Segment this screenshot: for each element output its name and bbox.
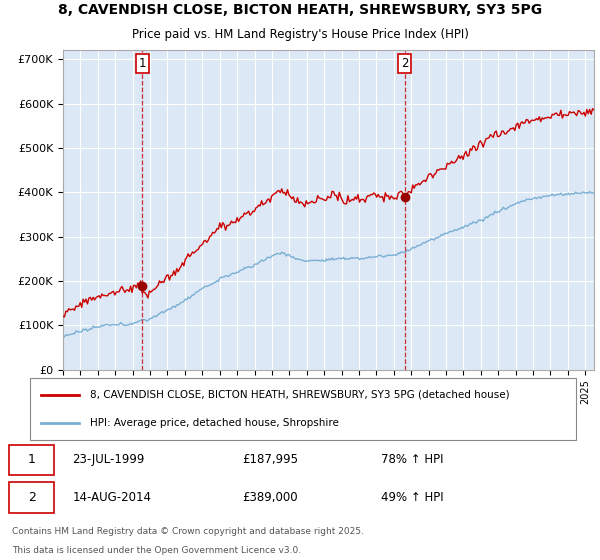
FancyBboxPatch shape [9, 445, 54, 475]
Text: 8, CAVENDISH CLOSE, BICTON HEATH, SHREWSBURY, SY3 5PG: 8, CAVENDISH CLOSE, BICTON HEATH, SHREWS… [58, 2, 542, 16]
FancyBboxPatch shape [9, 483, 54, 513]
Text: 49% ↑ HPI: 49% ↑ HPI [380, 491, 443, 504]
Text: 23-JUL-1999: 23-JUL-1999 [73, 453, 145, 466]
FancyBboxPatch shape [30, 378, 576, 440]
Text: £389,000: £389,000 [242, 491, 298, 504]
Text: 1: 1 [28, 453, 35, 466]
Text: 14-AUG-2014: 14-AUG-2014 [73, 491, 151, 504]
Text: 2: 2 [401, 57, 409, 70]
Text: Price paid vs. HM Land Registry's House Price Index (HPI): Price paid vs. HM Land Registry's House … [131, 28, 469, 41]
Text: Contains HM Land Registry data © Crown copyright and database right 2025.: Contains HM Land Registry data © Crown c… [12, 526, 364, 536]
Text: This data is licensed under the Open Government Licence v3.0.: This data is licensed under the Open Gov… [12, 547, 301, 556]
Text: 78% ↑ HPI: 78% ↑ HPI [380, 453, 443, 466]
Text: 8, CAVENDISH CLOSE, BICTON HEATH, SHREWSBURY, SY3 5PG (detached house): 8, CAVENDISH CLOSE, BICTON HEATH, SHREWS… [90, 390, 509, 400]
Text: £187,995: £187,995 [242, 453, 298, 466]
Text: HPI: Average price, detached house, Shropshire: HPI: Average price, detached house, Shro… [90, 418, 339, 428]
Text: 1: 1 [139, 57, 146, 70]
Text: 2: 2 [28, 491, 35, 504]
